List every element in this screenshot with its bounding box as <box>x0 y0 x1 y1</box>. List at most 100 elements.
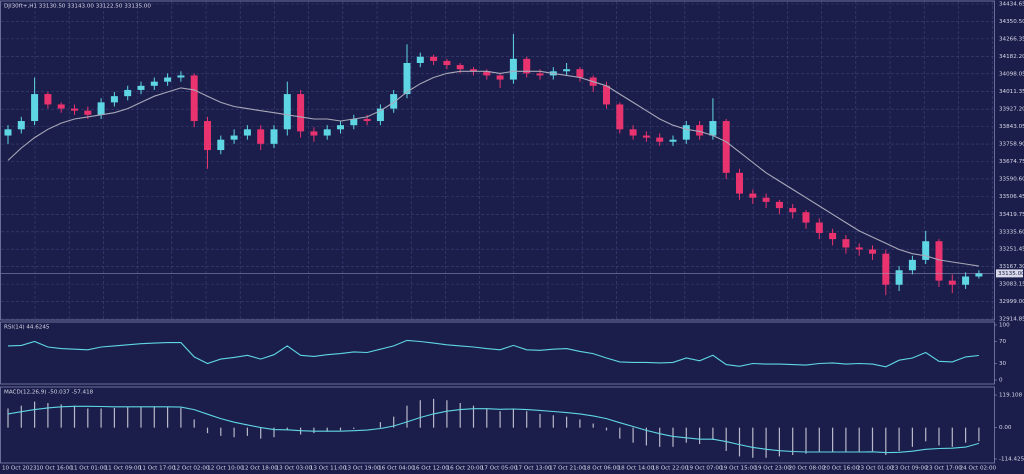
macd-bar <box>858 427 860 452</box>
chart-title: DJI30ft+,H1 33130.50 33143.00 33122.50 3… <box>4 4 151 10</box>
macd-signal-line <box>7 405 980 454</box>
y-tick-label: 32914.85 <box>999 317 1024 323</box>
macd-bar <box>87 408 89 428</box>
candle-body <box>669 139 677 142</box>
macd-bar <box>180 407 182 428</box>
candle-body <box>44 94 52 105</box>
candle-body <box>629 129 637 136</box>
macd-bar <box>406 405 408 428</box>
candle-body <box>310 131 318 136</box>
macd-bar <box>605 427 608 431</box>
y-tick-label: 70 <box>999 339 1007 345</box>
x-tick-label: 13 Oct 03:00 <box>276 466 313 472</box>
candle-body <box>869 249 876 254</box>
candle-body <box>31 94 39 122</box>
candle-body <box>496 75 504 80</box>
candle-body <box>137 85 145 90</box>
candle-body <box>922 241 930 260</box>
x-tick-label: 17 Oct 21:00 <box>549 466 586 472</box>
candle-body <box>124 89 132 97</box>
candle-body <box>110 96 118 103</box>
current-price-box <box>996 269 1023 278</box>
macd-bar <box>938 427 940 446</box>
candle-body <box>656 137 664 142</box>
candle-body <box>762 197 770 202</box>
macd-bar <box>978 427 980 442</box>
x-tick-label: 18 Oct 06:00 <box>583 466 620 472</box>
x-tick-label: 19 Oct 07:00 <box>686 466 723 472</box>
candle-body <box>150 81 158 86</box>
y-tick-label: 33167.30 <box>999 264 1024 270</box>
macd-bar <box>925 427 927 442</box>
x-tick-label: 20 Oct 08:00 <box>789 466 826 472</box>
x-tick-label: 12 Oct 02:00 <box>173 466 210 472</box>
macd-bar <box>459 402 461 428</box>
macd-bar <box>672 427 674 447</box>
y-tick-label: 34350.50 <box>999 19 1024 25</box>
macd-bar <box>699 427 701 445</box>
candle-body <box>576 69 584 78</box>
macd-bar <box>47 402 49 428</box>
macd-bar <box>167 407 169 428</box>
candle-body <box>948 280 956 285</box>
x-tick-label: 16 Oct 20:00 <box>447 466 484 472</box>
macd-bar <box>659 427 661 447</box>
macd-bar <box>499 411 501 428</box>
macd-bar <box>619 427 621 439</box>
macd-bar <box>193 419 195 428</box>
macd-bar <box>393 416 395 428</box>
candle-body <box>204 121 211 151</box>
macd-bar <box>339 427 342 431</box>
price-panel <box>0 0 995 321</box>
candle-body <box>177 75 185 78</box>
candle-body <box>736 172 743 194</box>
candle-body <box>935 241 943 281</box>
x-tick-label: 13 Oct 11:00 <box>310 466 347 472</box>
y-tick-label: 33335.60 <box>999 229 1024 235</box>
macd-bar <box>898 427 900 451</box>
candle-body <box>297 94 305 132</box>
candle-body <box>403 62 411 95</box>
candle-body <box>17 121 25 130</box>
macd-bar <box>379 422 381 428</box>
macd-bar <box>818 427 820 453</box>
candle-body <box>390 94 398 109</box>
macd-bar <box>60 404 62 428</box>
x-tick-label: 11 Oct 09:00 <box>105 466 142 472</box>
macd-bar <box>871 427 874 452</box>
macd-bar <box>472 405 475 428</box>
candle-body <box>802 212 810 223</box>
macd-bar <box>579 419 581 428</box>
candle-body <box>470 69 477 72</box>
x-tick-label: 16 Oct 12:00 <box>412 466 449 472</box>
macd-bar <box>286 427 288 431</box>
current-price-label: 33135.00 <box>998 271 1024 277</box>
candle-body <box>456 65 464 70</box>
macd-bar <box>206 427 209 434</box>
candle-body <box>616 104 624 130</box>
rsi-line <box>7 339 979 368</box>
candle-body <box>4 129 12 136</box>
y-tick-label: 33506.45 <box>999 194 1024 200</box>
y-tick-label: 34011.35 <box>999 89 1024 95</box>
y-tick-label: 33590.60 <box>999 176 1024 182</box>
y-tick-label: -114.425 <box>999 457 1024 463</box>
candle-body <box>789 208 797 213</box>
y-tick-label: 34266.35 <box>999 36 1024 42</box>
candle-body <box>190 75 198 122</box>
candle-body <box>523 58 531 74</box>
candle-body <box>895 270 903 285</box>
y-tick-label: 34098.05 <box>999 71 1024 77</box>
y-tick-label: 33843.05 <box>999 124 1024 130</box>
macd-bar <box>246 427 248 436</box>
x-tick-label: 18 Oct 14:00 <box>618 466 655 472</box>
moving-average <box>7 70 979 267</box>
candle-body <box>882 253 890 285</box>
macd-bar <box>512 408 514 428</box>
macd-bar <box>845 427 847 453</box>
candle-body <box>563 69 571 72</box>
candle-body <box>257 129 265 144</box>
macd-bar <box>34 401 36 428</box>
x-tick-label: 23 Oct 09:00 <box>891 466 928 472</box>
